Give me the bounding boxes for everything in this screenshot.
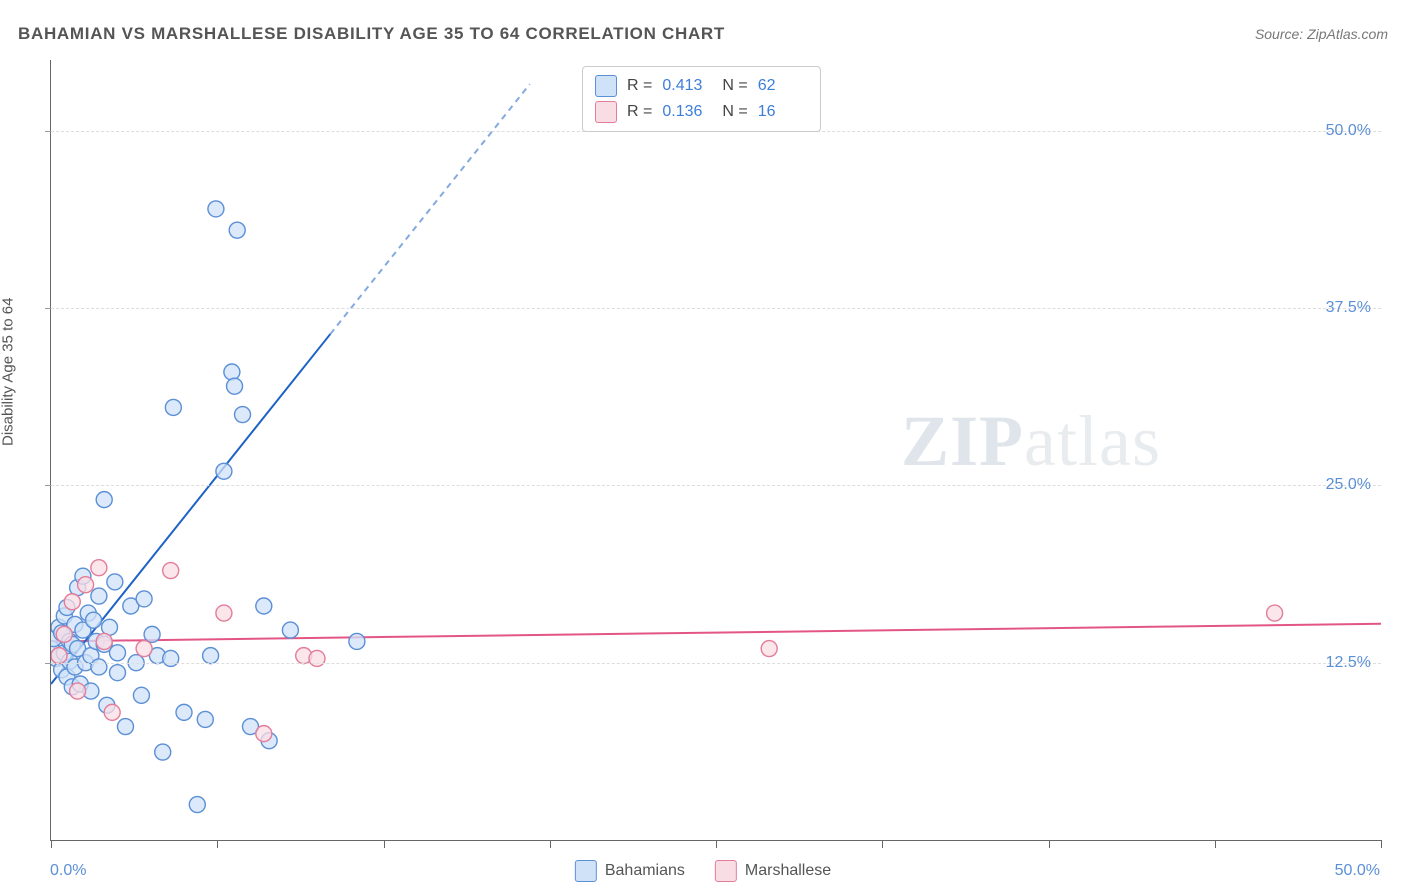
x-axis-min-label: 0.0% <box>50 862 86 880</box>
x-axis-max-label: 50.0% <box>1335 862 1380 880</box>
n-label: N = <box>722 99 747 125</box>
n-value-bahamians: 62 <box>758 73 808 99</box>
r-label: R = <box>627 99 652 125</box>
swatch-pink <box>715 860 737 882</box>
r-value-marshallese: 0.136 <box>662 99 712 125</box>
x-tick <box>384 840 385 848</box>
r-value-bahamians: 0.413 <box>662 73 712 99</box>
watermark-rest: atlas <box>1024 401 1161 481</box>
legend-label-bahamians: Bahamians <box>605 862 685 880</box>
legend-item-marshallese: Marshallese <box>715 860 831 882</box>
watermark-bold: ZIP <box>901 401 1024 481</box>
x-tick <box>1215 840 1216 848</box>
n-label: N = <box>722 73 747 99</box>
swatch-bahamians <box>595 75 617 97</box>
n-value-marshallese: 16 <box>758 99 808 125</box>
swatch-marshallese <box>595 101 617 123</box>
gridline-h <box>51 485 1381 486</box>
legend-item-bahamians: Bahamians <box>575 860 685 882</box>
legend-label-marshallese: Marshallese <box>745 862 831 880</box>
chart-svg <box>51 60 1381 840</box>
x-tick <box>550 840 551 848</box>
r-label: R = <box>627 73 652 99</box>
x-tick <box>716 840 717 848</box>
x-tick <box>51 840 52 848</box>
y-tick <box>45 131 51 132</box>
watermark: ZIPatlas <box>901 400 1161 483</box>
y-tick <box>45 663 51 664</box>
y-tick <box>45 308 51 309</box>
x-tick <box>1049 840 1050 848</box>
gridline-h <box>51 663 1381 664</box>
y-tick-label: 37.5% <box>1326 299 1371 317</box>
source-label: Source: ZipAtlas.com <box>1255 26 1388 42</box>
x-tick <box>217 840 218 848</box>
gridline-h <box>51 308 1381 309</box>
chart-title: BAHAMIAN VS MARSHALLESE DISABILITY AGE 3… <box>18 24 725 44</box>
corr-row-marshallese: R = 0.136 N = 16 <box>595 99 808 125</box>
y-tick-label: 12.5% <box>1326 654 1371 672</box>
chart-container: BAHAMIAN VS MARSHALLESE DISABILITY AGE 3… <box>0 0 1406 892</box>
swatch-blue <box>575 860 597 882</box>
y-tick-label: 50.0% <box>1326 122 1371 140</box>
x-tick <box>1381 840 1382 848</box>
plot-area: ZIPatlas 12.5% 25.0% 37.5% 50.0% <box>50 60 1381 841</box>
correlation-legend: R = 0.413 N = 62 R = 0.136 N = 16 <box>582 66 821 132</box>
bottom-legend: Bahamians Marshallese <box>575 860 831 882</box>
y-axis-label: Disability Age 35 to 64 <box>0 298 17 446</box>
corr-row-bahamians: R = 0.413 N = 62 <box>595 73 808 99</box>
x-tick <box>882 840 883 848</box>
y-tick <box>45 485 51 486</box>
title-bar: BAHAMIAN VS MARSHALLESE DISABILITY AGE 3… <box>18 24 1388 44</box>
y-tick-label: 25.0% <box>1326 476 1371 494</box>
